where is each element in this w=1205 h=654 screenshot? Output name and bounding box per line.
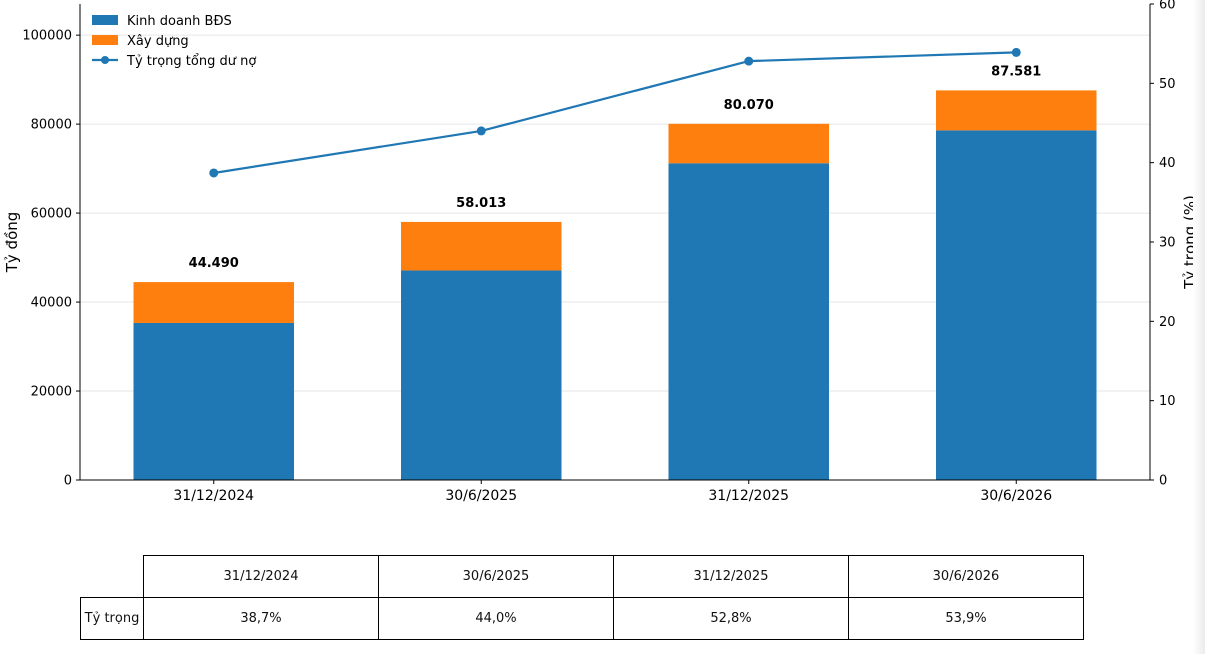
table-header-row: 31/12/2024 30/6/2025 31/12/2025 30/6/202… <box>81 555 1084 598</box>
x-tick-label: 31/12/2024 <box>173 488 254 504</box>
bar-segment <box>133 282 294 323</box>
legend-swatch <box>92 15 118 25</box>
legend-label: Tỷ trọng tổng dư nợ <box>126 54 256 69</box>
line-point <box>476 126 486 136</box>
table-cell: 52,8% <box>613 597 849 640</box>
bar-segment <box>936 90 1097 131</box>
line-series <box>213 51 1017 175</box>
y2-tick-label: 30 <box>1159 236 1176 251</box>
y-tick-label: 100000 <box>22 29 72 44</box>
y2-tick-label: 10 <box>1159 394 1176 409</box>
table-cell: 53,9% <box>848 597 1084 640</box>
table-row-label: Tỷ trọng <box>80 597 144 640</box>
y-tick-label: 20000 <box>31 385 72 400</box>
table-header-cell: 31/12/2024 <box>143 555 379 598</box>
x-tick-label: 30/6/2025 <box>445 488 517 504</box>
x-tick-label: 30/6/2026 <box>980 488 1052 504</box>
bar-segment <box>133 322 294 480</box>
ratio-table: 31/12/2024 30/6/2025 31/12/2025 30/6/202… <box>80 555 1084 640</box>
y-tick-label: 0 <box>64 474 72 489</box>
right-edge-shade <box>1193 0 1205 654</box>
table-cell: 38,7% <box>143 597 379 640</box>
line-point <box>1011 47 1021 57</box>
y2-tick-label: 20 <box>1159 315 1176 330</box>
y-tick-label: 60000 <box>31 207 72 222</box>
bar-segment <box>401 221 562 271</box>
legend-swatch <box>92 35 118 45</box>
bar-total-label: 44.490 <box>189 256 239 271</box>
table-cell: 44,0% <box>378 597 614 640</box>
table-header-cell: 31/12/2025 <box>613 555 849 598</box>
table-corner-cell <box>81 556 144 598</box>
x-tick-label: 31/12/2025 <box>708 488 789 504</box>
bar-segment <box>668 123 829 164</box>
y2-tick-label: 40 <box>1159 156 1176 171</box>
legend-label: Xây dựng <box>127 34 189 49</box>
legend-line-marker <box>101 56 109 64</box>
bar-total-label: 87.581 <box>991 64 1041 79</box>
bar-segment <box>936 130 1097 480</box>
bar-total-label: 58.013 <box>456 196 506 211</box>
line-point <box>209 168 219 178</box>
legend-label: Kinh doanh BĐS <box>127 14 232 29</box>
table-header-cell: 30/6/2025 <box>378 555 614 598</box>
y2-tick-label: 60 <box>1159 0 1176 13</box>
table-row: Tỷ trọng 38,7% 44,0% 52,8% 53,9% <box>80 597 1084 640</box>
line-point <box>744 56 754 66</box>
table-header-cell: 30/6/2026 <box>848 555 1084 598</box>
bar-segment <box>401 270 562 480</box>
bar-total-label: 80.070 <box>724 98 774 113</box>
y2-tick-label: 50 <box>1159 77 1176 92</box>
y-tick-label: 80000 <box>31 118 72 133</box>
y-tick-label: 40000 <box>31 296 72 311</box>
y2-tick-label: 0 <box>1159 474 1167 489</box>
bar-segment <box>668 163 829 480</box>
y-axis-label: Tỷ đồng <box>3 212 21 274</box>
